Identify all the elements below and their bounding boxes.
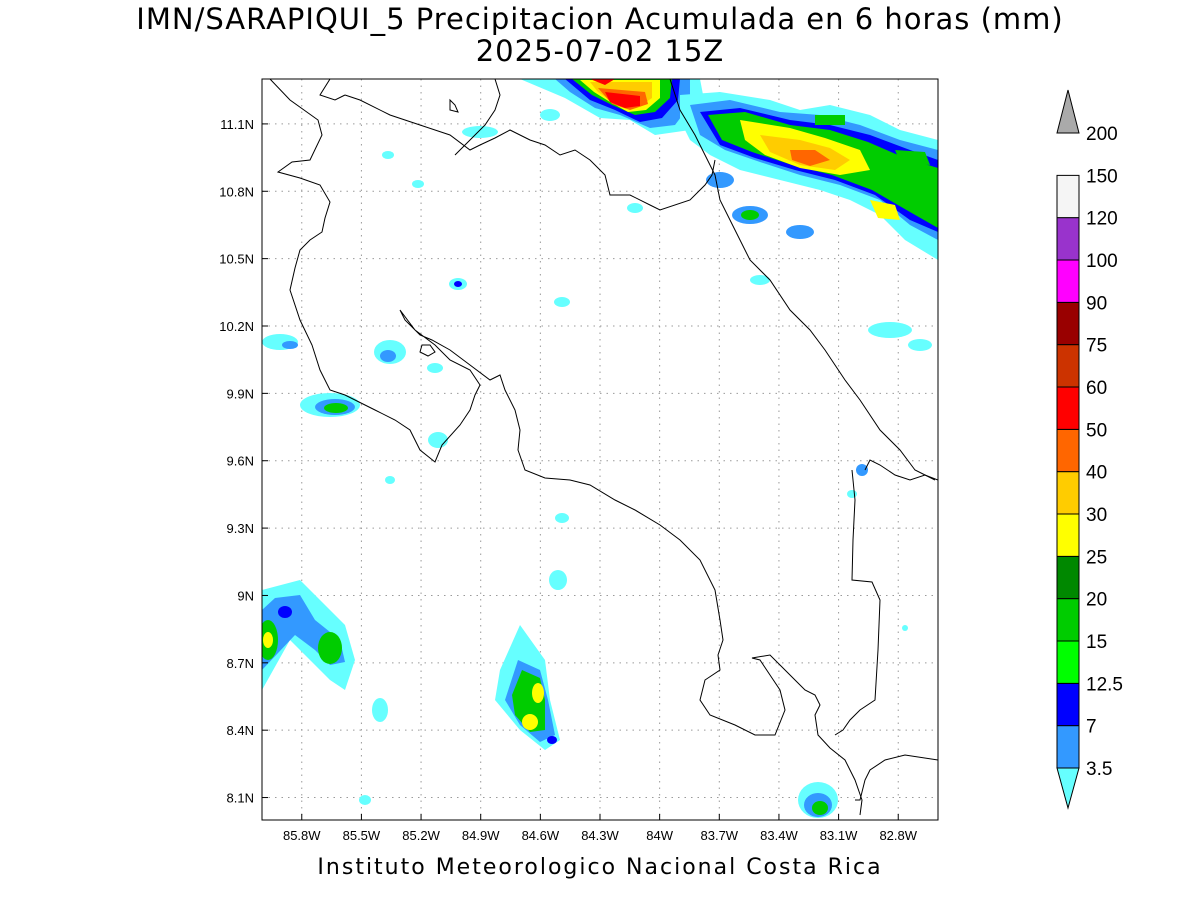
colorbar-level-label: 7 [1086,717,1097,738]
colorbar-level-label: 50 [1086,420,1107,441]
lon-tick-label: 84W [646,828,673,843]
colorbar-level-label: 20 [1086,590,1107,611]
colorbar-level-label: 15 [1086,632,1107,653]
colorbar-swatch [1056,598,1080,642]
colorbar-swatch [1056,301,1080,346]
lat-tick-label: 9.3N [227,521,254,536]
lon-tick-label: 83.1W [820,828,858,843]
colorbar-swatch [1056,725,1080,769]
lon-tick-label: 83.7W [701,828,739,843]
colorbar-level-label: 150 [1086,166,1118,187]
lat-tick-label: 9.6N [227,454,254,469]
colorbar-level-label: 120 [1086,209,1118,230]
lat-tick-label: 10.8N [219,184,254,199]
precip-cell-southwest [262,580,355,690]
colorbar-swatch [1056,259,1080,303]
colorbar-level-label: 100 [1086,251,1118,272]
colorbar-level-label: 30 [1086,505,1107,526]
lon-tick-label: 85.5W [343,828,381,843]
colorbar-swatch [1056,344,1080,388]
colorbar-top-triangle [1056,89,1080,134]
lon-tick-label: 84.3W [581,828,619,843]
lat-tick-label: 10.5N [219,252,254,267]
colorbar-swatch [1056,682,1080,727]
lat-tick-label: 8.7N [227,656,254,671]
map-title: IMN/SARAPIQUI_5 Precipitacion Acumulada … [136,2,1064,36]
colorbar-level-label: 90 [1086,293,1107,314]
colorbar-swatch [1056,428,1080,473]
colorbar-swatch [1056,513,1080,557]
map-date: 2025-07-02 15Z [475,34,725,68]
lat-tick-label: 10.2N [219,319,254,334]
lon-tick-label: 84.6W [522,828,560,843]
colorbar-level-label: 12.5 [1086,674,1123,695]
colorbar-swatch [1056,555,1080,600]
colorbar-swatch [1056,174,1080,219]
precip-cell-north-1 [520,79,705,135]
lat-tick-label: 8.4N [227,723,254,738]
colorbar-level-label: 75 [1086,336,1107,357]
lon-tick-label: 82.8W [879,828,917,843]
precip-blobs [262,79,938,818]
lat-tick-label: 9.9N [227,386,254,401]
colorbar-level-label: 200 [1086,124,1118,145]
precip-cell-central-south [495,625,560,750]
lon-tick-label: 84.9W [462,828,500,843]
precip-cell-north-2 [680,92,938,260]
colorbar-swatch [1056,471,1080,515]
colorbar-swatch [1056,217,1080,261]
lon-tick-label: 85.2W [402,828,440,843]
lon-tick-label: 85.8W [283,828,321,843]
lat-tick-label: 11.1N [220,117,254,132]
lon-tick-label: 83.4W [760,828,798,843]
colorbar-level-label: 25 [1086,547,1107,568]
colorbar-bottom-triangle [1056,767,1080,810]
coastline [269,79,938,816]
precip-cell-south-east [798,782,838,818]
colorbar-level-label: 60 [1086,378,1107,399]
footer-credit: Instituto Meteorologico Nacional Costa R… [317,855,883,880]
colorbar-level-label: 40 [1086,463,1107,484]
colorbar-level-label: 3.5 [1086,759,1112,780]
colorbar-legend: 3.5 7 12.5 15 20 25 30 40 50 60 75 90 100 120 150 200 [1056,89,1123,810]
lat-tick-label: 8.1N [227,791,254,806]
lon-axis: 85.8W 85.5W 85.2W 84.9W 84.6W 84.3W 84W 83.7W 83… [283,814,918,843]
colorbar-swatch [1056,640,1080,684]
colorbar-swatch [1056,386,1080,430]
lat-axis: 8.1N 8.4N 8.7N 9N 9.3N 9.6N 9.9N 10.2N 10.5N 10.8… [219,117,268,806]
lat-tick-label: 9N [237,588,254,603]
